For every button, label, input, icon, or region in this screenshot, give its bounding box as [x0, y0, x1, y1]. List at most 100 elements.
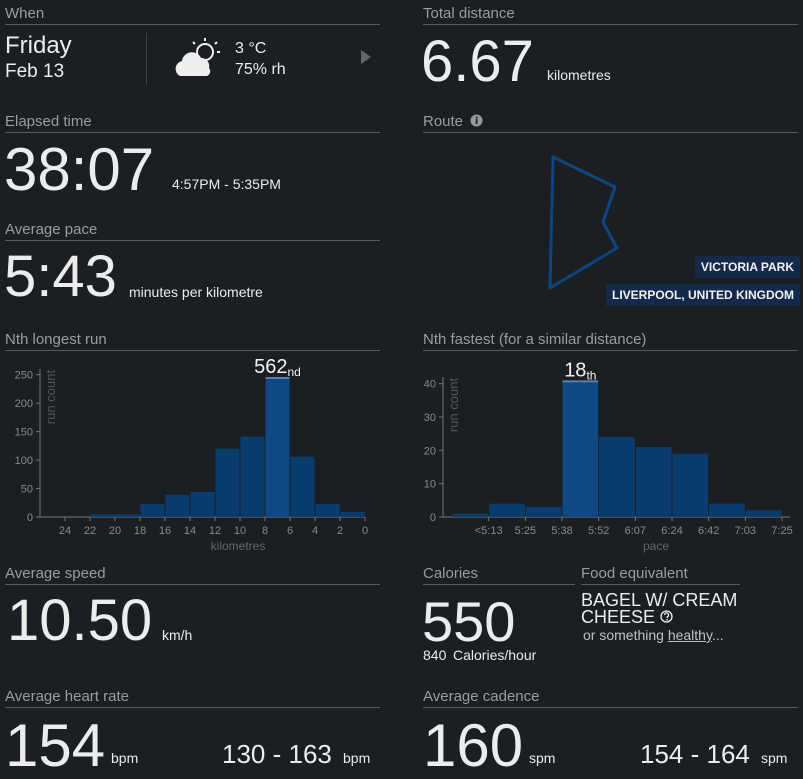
pace-unit: minutes per kilometre — [129, 284, 263, 300]
x-tick-label: 20 — [109, 525, 121, 537]
bar — [265, 376, 290, 517]
x-tick-label: 14 — [184, 525, 196, 537]
humidity: 75% rh — [235, 61, 286, 78]
heart-unit: bpm — [111, 750, 139, 766]
rank: 18th — [564, 359, 596, 382]
calories-value: 550 — [422, 590, 516, 653]
x-tick-label: 5:52 — [588, 525, 609, 537]
bar — [672, 453, 709, 517]
ellipsis: ... — [711, 627, 724, 643]
bar — [140, 503, 165, 517]
y-tick-label: 50 — [21, 484, 33, 496]
rank: 562nd — [254, 356, 301, 379]
pace-value: 5:43 — [4, 244, 117, 309]
route-place: LIVERPOOL, UNITED KINGDOM — [605, 284, 800, 306]
y-tick-label: 200 — [15, 398, 33, 410]
y-tick-label: 20 — [424, 445, 436, 457]
route-label: Route — [423, 113, 464, 130]
section-label: When — [5, 6, 380, 25]
rank-number: 562 — [254, 356, 287, 378]
bar — [562, 380, 599, 517]
x-tick-label: 18 — [134, 525, 146, 537]
cadence-value: 160 — [423, 712, 524, 779]
heart-value: 154 — [5, 712, 106, 779]
rank-suffix: nd — [288, 365, 301, 379]
help-icon[interactable] — [660, 610, 673, 623]
rank-number: 18 — [564, 359, 586, 381]
bar — [240, 436, 265, 517]
section-label: Average pace — [5, 222, 380, 241]
weather-icon — [175, 38, 220, 76]
x-tick-label: 8 — [262, 525, 268, 537]
x-tick-label: 6:42 — [698, 525, 719, 537]
bar — [115, 514, 140, 517]
bar — [452, 513, 489, 517]
time-range: 4:57PM - 5:35PM — [172, 176, 281, 192]
heart-range: 130 - 163 — [222, 739, 332, 769]
section-label: Nth fastest (for a similar distance) — [423, 332, 798, 351]
x-tick-label: 10 — [234, 525, 246, 537]
x-tick-label: 5:38 — [551, 525, 572, 537]
x-tick-label: 5:25 — [515, 525, 536, 537]
section-label: Route — [423, 114, 798, 133]
speed-unit: km/h — [162, 627, 193, 643]
calories-rate-unit: Calories/hour — [453, 647, 537, 663]
healthy-link[interactable]: healthy — [667, 627, 712, 643]
x-tick-label: 24 — [59, 525, 71, 537]
x-tick-label: 12 — [209, 525, 221, 537]
date: Feb 13 — [5, 61, 65, 82]
bar — [635, 447, 672, 517]
x-tick-label: 22 — [84, 525, 96, 537]
y-tick-label: 30 — [424, 412, 436, 424]
food-note: or something healthy... — [583, 628, 724, 642]
temperature: 3 °C — [235, 40, 267, 57]
y-tick-label: 0 — [430, 512, 436, 524]
x-tick-label: 2 — [337, 525, 343, 537]
x-tick-label: 7:25 — [771, 525, 792, 537]
x-tick-label: <5:13 — [475, 525, 503, 537]
section-label: Elapsed time — [5, 114, 380, 133]
bar — [340, 511, 365, 517]
heart-range-unit: bpm — [343, 750, 371, 766]
section-label: Average cadence — [423, 689, 798, 708]
info-icon[interactable] — [470, 114, 483, 127]
x-tick-label: 4 — [312, 525, 318, 537]
section-label: Food equivalent — [581, 566, 740, 585]
bar — [215, 448, 240, 517]
bar — [190, 491, 215, 517]
food-item: BAGEL W/ CREAM CHEESE — [581, 590, 751, 627]
calories-rate: 840 — [423, 647, 447, 663]
bar — [290, 456, 315, 517]
y-axis-label: run count — [43, 370, 58, 425]
y-tick-label: 100 — [15, 455, 33, 467]
x-tick-label: 6:07 — [625, 525, 646, 537]
bar — [315, 503, 340, 517]
bar — [525, 507, 562, 517]
x-tick-label: 6 — [287, 525, 293, 537]
section-label: Nth longest run — [5, 332, 380, 351]
section-label: Total distance — [423, 6, 798, 25]
cadence-unit: spm — [529, 750, 556, 766]
note-text: or something — [583, 627, 664, 643]
y-tick-label: 40 — [424, 379, 436, 391]
next-arrow[interactable] — [360, 49, 372, 65]
y-tick-label: 10 — [424, 479, 436, 491]
rank-suffix: th — [586, 368, 596, 382]
distance-value: 6.67 — [421, 29, 534, 94]
bar — [745, 510, 782, 517]
distance-unit: kilometres — [547, 67, 611, 83]
food-name: BAGEL W/ CREAM CHEESE — [581, 590, 738, 627]
cadence-range: 154 - 164 — [640, 739, 750, 769]
y-tick-label: 0 — [27, 512, 33, 524]
cadence-range-unit: spm — [761, 750, 788, 766]
y-axis-label: run count — [446, 378, 461, 433]
divider — [146, 33, 147, 85]
speed-value: 10.50 — [7, 588, 153, 653]
x-axis-label: kilometres — [211, 539, 266, 553]
bar — [709, 503, 745, 517]
x-tick-label: 7:03 — [735, 525, 756, 537]
x-tick-label: 6:24 — [661, 525, 682, 537]
section-label: Average heart rate — [5, 689, 380, 708]
